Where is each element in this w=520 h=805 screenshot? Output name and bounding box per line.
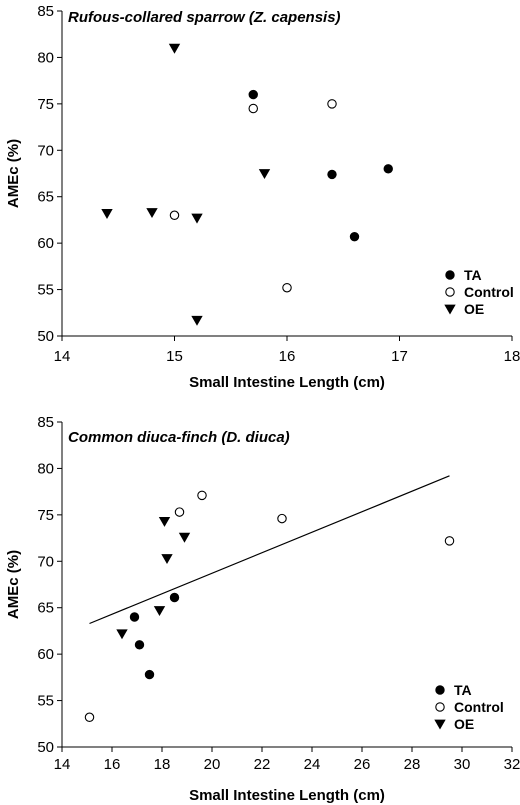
y-tick-label: 75 [37,507,54,524]
y-tick-label: 75 [37,96,54,113]
data-point-control [169,210,180,221]
data-point-control [327,99,337,109]
x-tick-label: 18 [504,348,520,365]
data-point-ta [134,640,145,650]
data-point-ta [129,612,140,622]
panel-title: Common diuca-finch (D. diuca) [68,429,290,446]
data-point-ta [383,164,393,174]
legend-marker-control [445,287,455,297]
data-point-oe [191,213,203,224]
y-tick-label: 85 [37,414,54,431]
x-tick-label: 15 [166,348,183,365]
data-point-control [444,536,455,546]
x-tick-label: 22 [254,756,271,773]
y-tick-label: 80 [37,460,54,477]
x-tick-label: 16 [279,348,296,365]
legend-label-control: Control [454,699,504,715]
x-tick-label: 26 [354,756,371,773]
legend-marker-oe [434,719,446,730]
legend-label-ta: TA [464,267,482,283]
y-tick-label: 60 [37,646,54,663]
y-tick-label: 65 [37,600,54,617]
data-point-oe [168,43,181,54]
data-point-ta [144,669,155,680]
data-point-ta [349,231,360,242]
y-tick-label: 55 [37,693,54,710]
x-tick-label: 24 [304,756,321,773]
y-tick-label: 80 [37,49,54,66]
regression-line [89,475,450,625]
legend-label-control: Control [464,284,514,300]
x-tick-label: 16 [104,756,121,773]
x-tick-label: 14 [54,348,71,365]
legend-marker-control [435,702,445,712]
data-point-oe [116,629,128,640]
x-tick-label: 20 [204,756,221,773]
data-point-ta [169,592,180,603]
legend-marker-ta [435,685,445,695]
data-point-control [277,513,287,524]
y-tick-label: 70 [37,142,54,159]
data-point-oe [158,516,171,527]
data-point-control [248,103,259,114]
y-tick-label: 50 [37,328,54,345]
y-tick-label: 85 [37,3,54,20]
data-point-control [174,507,185,517]
data-point-oe [191,315,203,326]
legend-label-ta: TA [454,682,472,698]
y-tick-label: 55 [37,282,54,299]
x-tick-label: 18 [154,756,171,773]
data-point-control [84,712,95,723]
data-point-oe [146,208,158,219]
data-point-oe [153,606,166,617]
y-axis-title: AMEc (%) [5,139,22,208]
y-tick-label: 60 [37,235,54,252]
x-tick-label: 17 [391,348,408,365]
data-point-control [282,282,292,293]
x-axis-title: Small Intestine Length (cm) [189,787,385,804]
panel-title: Rufous-collared sparrow (Z. capensis) [68,9,341,26]
x-tick-label: 14 [54,756,71,773]
x-tick-label: 30 [454,756,471,773]
x-tick-label: 28 [404,756,421,773]
y-tick-label: 70 [37,553,54,570]
data-point-oe [101,209,113,219]
x-axis-title: Small Intestine Length (cm) [189,374,385,391]
y-tick-label: 65 [37,189,54,206]
legend-label-oe: OE [454,716,474,732]
data-point-oe [161,554,173,565]
data-point-control [197,490,207,501]
legend-marker-oe [444,304,456,315]
x-tick-label: 32 [504,756,520,773]
legend-marker-ta [445,270,455,280]
data-point-oe [178,532,191,543]
y-tick-label: 50 [37,739,54,756]
data-point-ta [248,89,258,100]
panel-rufous-collared-sparrow: 50 55 60 65 70 75 80 85 14 15 16 17 18 Small Intestin… [5,3,520,391]
y-axis-title: AMEc (%) [5,550,22,619]
legend-label-oe: OE [464,301,484,317]
data-point-oe [258,169,271,180]
panel-common-diuca-finch: 50 55 60 65 70 75 80 85 14 16 18 20 22 24 26 28 30 32 Smal… [5,414,520,804]
data-point-ta [327,169,337,180]
